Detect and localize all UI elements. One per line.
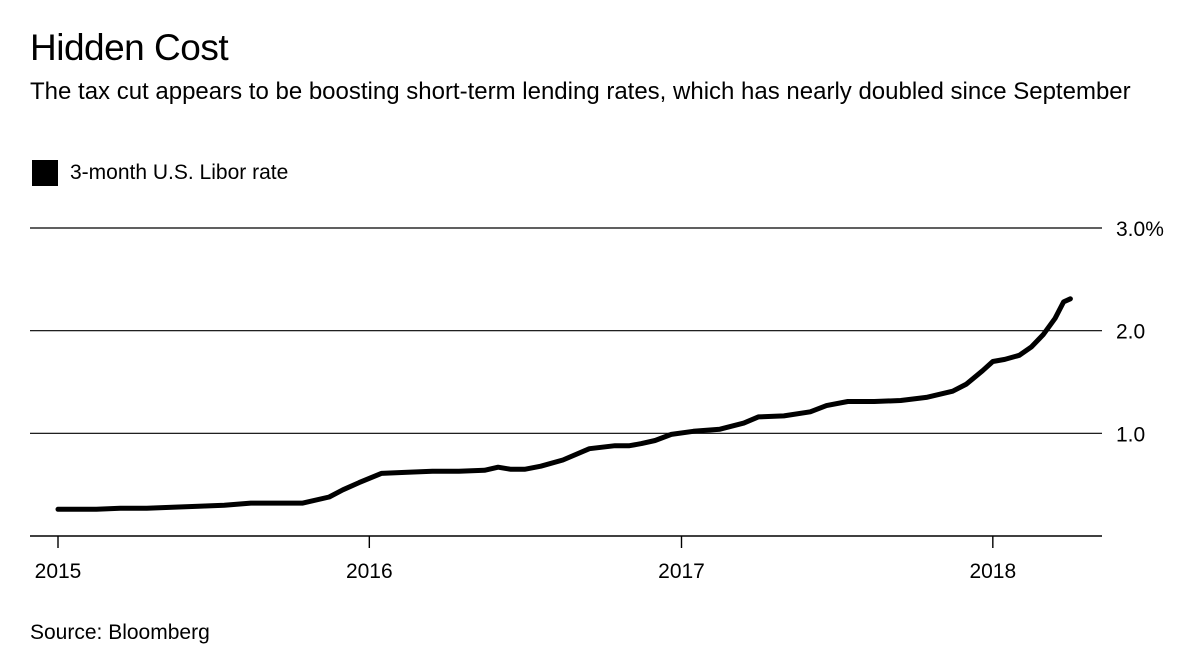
x-axis-labels: 2015 2016 2017 2018 (35, 560, 1017, 583)
y-axis-labels: 1.0 2.0 3.0% (1116, 218, 1164, 446)
legend-swatch (32, 160, 58, 186)
y-tick-label: 2.0 (1116, 321, 1145, 344)
x-tick-label: 2018 (969, 560, 1016, 583)
chart-legend: 3-month U.S. Libor rate (32, 160, 288, 186)
legend-label: 3-month U.S. Libor rate (70, 161, 289, 184)
chart-title: Hidden Cost (30, 27, 229, 68)
x-tick-label: 2017 (658, 560, 705, 583)
series-line (55, 296, 1073, 512)
chart-subtitle: The tax cut appears to be boosting short… (30, 78, 1131, 105)
y-tick-label: 1.0 (1116, 423, 1145, 446)
source-note: Source: Bloomberg (30, 621, 210, 644)
x-tick-label: 2016 (346, 560, 393, 583)
series-layer (55, 296, 1073, 512)
x-axis (30, 535, 1102, 548)
x-tick-label: 2015 (35, 560, 82, 583)
y-tick-label: 3.0% (1116, 218, 1164, 241)
gridlines (30, 227, 1102, 434)
